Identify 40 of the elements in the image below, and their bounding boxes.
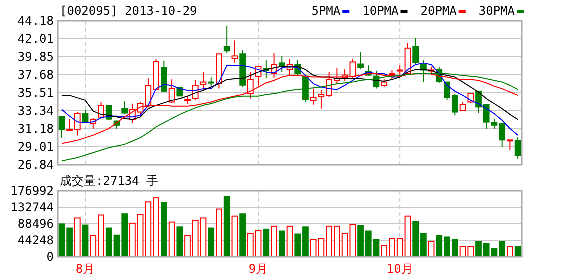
bar (263, 228, 270, 258)
y-tick-label: 176992 (10, 184, 54, 198)
bar (168, 222, 176, 258)
y-tick-label: 132744 (10, 200, 54, 214)
chart-title: 成交量:27134 手 (60, 174, 159, 188)
bar (271, 226, 278, 258)
bar (278, 230, 286, 258)
y-tick-label: 39.85 (18, 50, 54, 64)
y-tick-label: 88496 (18, 217, 54, 231)
y-tick-label: 44248 (18, 234, 54, 248)
legend-label: 30PMA (478, 4, 516, 18)
bar (286, 226, 294, 258)
y-tick-label: 31.18 (18, 122, 54, 136)
bar (176, 226, 184, 258)
x-tick-label: 9月 (248, 262, 268, 276)
bar (232, 216, 238, 258)
line-series (61, 62, 519, 136)
bar (82, 224, 89, 258)
bar (208, 228, 215, 258)
legend-label: 5PMA (312, 4, 342, 18)
chart-title: [002095] 2013-10-29 (60, 4, 198, 18)
y-tick-label: 29.01 (18, 140, 54, 154)
y-tick-label: 33.34 (18, 104, 54, 118)
bar (428, 241, 435, 258)
y-tick-label: 35.51 (18, 86, 54, 100)
x-tick-label: 10月 (386, 262, 414, 276)
bar (74, 218, 81, 258)
bar (160, 202, 168, 258)
y-tick-label: 42.01 (18, 32, 54, 46)
y-tick-label: 37.68 (18, 68, 54, 82)
bar (240, 214, 246, 258)
y-tick-label: 26.84 (18, 158, 54, 172)
x-tick-label: 8月 (76, 262, 96, 276)
legend-label: 10PMA (362, 4, 400, 18)
y-tick-label: 44.18 (18, 14, 54, 28)
bar (507, 246, 514, 258)
legend-label: 20PMA (420, 4, 458, 18)
bar (224, 196, 230, 258)
bar (216, 208, 222, 258)
y-tick-label: 0 (46, 250, 54, 264)
